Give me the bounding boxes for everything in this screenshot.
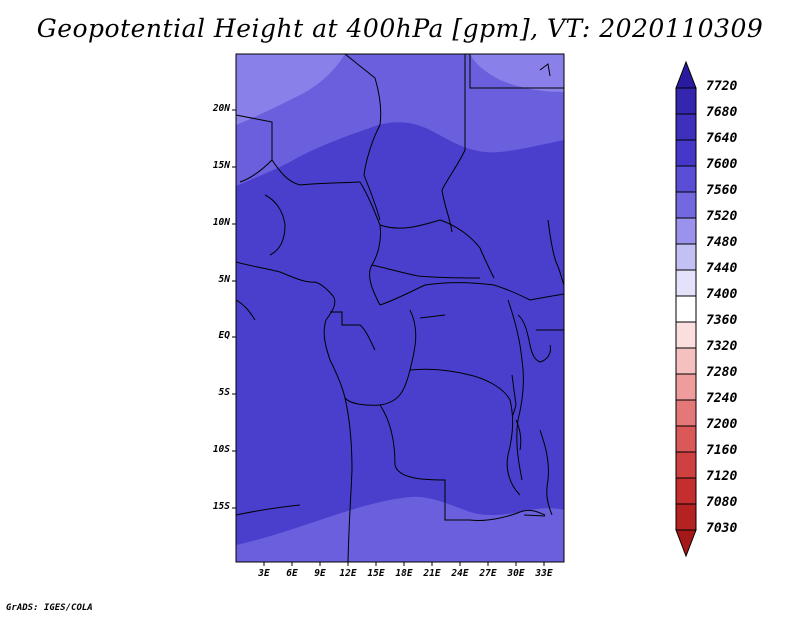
colorbar-swatch xyxy=(675,321,697,349)
lat-tick-label: EQ xyxy=(218,330,230,341)
colorbar-label: 7720 xyxy=(706,79,738,94)
colorbar-label: 7520 xyxy=(706,209,738,224)
colorbar-label: 7320 xyxy=(706,339,738,354)
colorbar-swatch xyxy=(675,477,697,505)
lakes xyxy=(419,63,551,517)
colorbar-label: 7400 xyxy=(706,287,738,302)
colorbar-swatch xyxy=(675,425,697,453)
credit-text: GrADS: IGES/COLA xyxy=(6,603,93,613)
colorbar-swatch xyxy=(675,399,697,427)
colorbar-top-arrow xyxy=(675,60,697,89)
colorbar-swatch xyxy=(675,113,697,141)
lat-tick-label: 15S xyxy=(212,501,230,512)
colorbar-swatch xyxy=(675,451,697,479)
lon-tick-label: 33E xyxy=(535,568,553,579)
colorbar-label: 7080 xyxy=(706,495,738,510)
colorbar-label: 7240 xyxy=(706,391,738,406)
colorbar-swatch xyxy=(675,243,697,271)
map-frame xyxy=(235,53,565,563)
colorbar-swatch xyxy=(675,295,697,323)
colorbar-swatch xyxy=(675,165,697,193)
colorbar xyxy=(675,60,697,558)
lat-tick-label: 5N xyxy=(218,274,230,285)
colorbar-label: 7600 xyxy=(706,157,738,172)
colorbar-label: 7640 xyxy=(706,131,738,146)
band-7520-northeast xyxy=(470,54,564,92)
colorbar-swatch xyxy=(675,269,697,297)
colorbar-label: 7560 xyxy=(706,183,738,198)
colorbar-swatch xyxy=(675,139,697,167)
colorbar-label: 7200 xyxy=(706,417,738,432)
band-7520-north xyxy=(236,54,345,125)
colorbar-label: 7030 xyxy=(706,521,738,536)
colorbar-label: 7480 xyxy=(706,235,738,250)
colorbar-label: 7680 xyxy=(706,105,738,120)
contour-fill xyxy=(236,54,564,562)
band-7560-north xyxy=(236,54,564,186)
lon-tick-label: 18E xyxy=(395,568,413,579)
lon-tick-label: 12E xyxy=(339,568,357,579)
lon-tick-label: 30E xyxy=(507,568,525,579)
colorbar-label: 7280 xyxy=(706,365,738,380)
country-borders xyxy=(236,54,564,562)
lat-tick-label: 15N xyxy=(212,160,230,171)
map-title: Geopotential Height at 400hPa [gpm], VT:… xyxy=(36,14,764,43)
colorbar-swatch xyxy=(675,503,697,531)
axis-ticks xyxy=(232,109,545,566)
colorbar-label: 7440 xyxy=(706,261,738,276)
lon-tick-label: 27E xyxy=(479,568,497,579)
colorbar-swatch xyxy=(675,217,697,245)
lon-tick-label: 21E xyxy=(423,568,441,579)
lon-tick-label: 15E xyxy=(367,568,385,579)
colorbar-label: 7120 xyxy=(706,469,738,484)
lat-tick-label: 20N xyxy=(212,103,230,114)
colorbar-swatch xyxy=(675,347,697,375)
colorbar-label: 7160 xyxy=(706,443,738,458)
lat-tick-label: 10N xyxy=(212,217,230,228)
colorbar-swatch xyxy=(675,87,697,115)
colorbar-label: 7360 xyxy=(706,313,738,328)
colorbar-swatch xyxy=(675,191,697,219)
colorbar-bottom-arrow xyxy=(675,529,697,558)
colorbar-swatch xyxy=(675,373,697,401)
lon-tick-label: 6E xyxy=(286,568,298,579)
lon-tick-label: 24E xyxy=(451,568,469,579)
band-7560-south xyxy=(236,496,564,562)
lon-tick-label: 9E xyxy=(314,568,326,579)
lat-tick-label: 10S xyxy=(212,444,230,455)
lon-tick-label: 3E xyxy=(258,568,270,579)
lat-tick-label: 5S xyxy=(218,387,230,398)
